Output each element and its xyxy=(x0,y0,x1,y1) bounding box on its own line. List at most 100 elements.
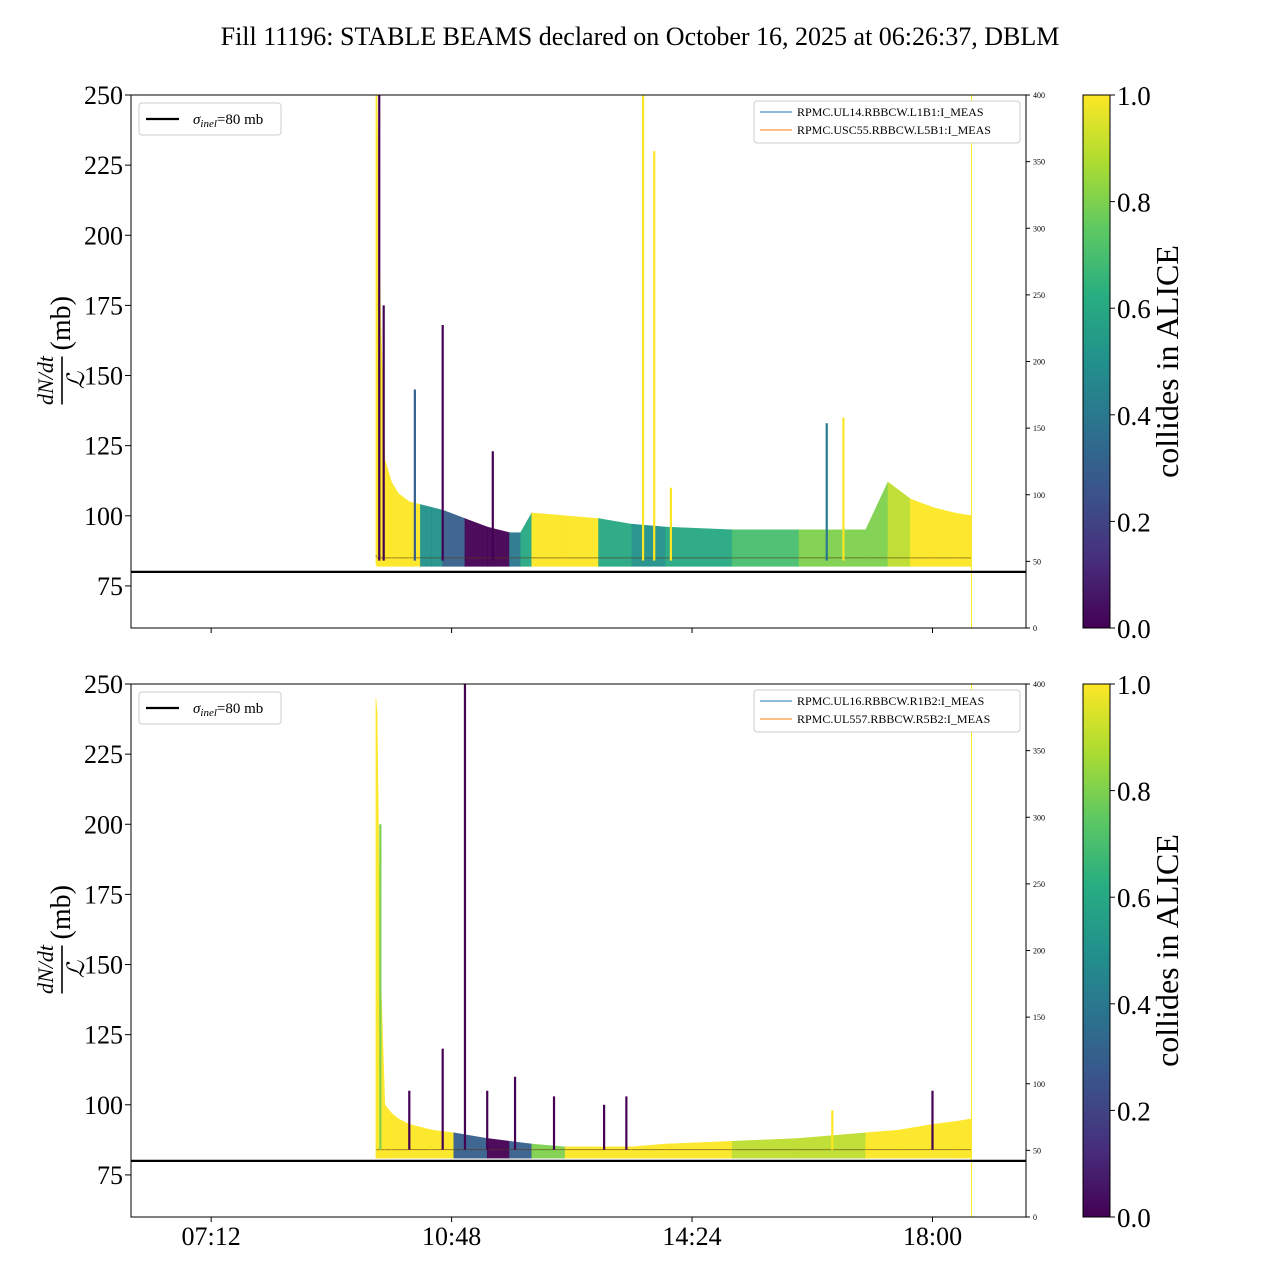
legend-reference: σinel=80 mb xyxy=(138,102,282,136)
legend-series-name: RPMC.UL557.RBBCW.R5B2:I_MEAS xyxy=(797,712,990,726)
colorbar-tick-label: 0.6 xyxy=(1117,883,1151,913)
colorbar-label: collides in ALICE xyxy=(1149,834,1185,1067)
band-segment xyxy=(384,459,392,567)
x-tick-label: 18:00 xyxy=(903,1222,962,1251)
data-band xyxy=(375,95,972,567)
colorbar-tick-label: 0.2 xyxy=(1117,1096,1151,1126)
y-axis-label: dN/dt ℒ (mb) xyxy=(33,296,90,405)
band-segment xyxy=(798,529,867,567)
band-segment xyxy=(391,1112,399,1159)
legend-label: σinel=80 mb xyxy=(193,112,263,130)
y-tick-label: 75 xyxy=(97,572,123,601)
plot-area xyxy=(131,95,1026,628)
band-segment xyxy=(509,532,521,567)
colorbar-label: collides in ALICE xyxy=(1149,245,1185,478)
legend-series-name: RPMC.UL14.RBBCW.L1B1:I_MEAS xyxy=(797,105,984,119)
y2-tick-label: 0 xyxy=(1033,1213,1037,1222)
legend-series-name: RPMC.USC55.RBBCW.L5B1:I_MEAS xyxy=(797,123,991,137)
y2-tick-label: 400 xyxy=(1033,91,1045,100)
colorbar-gradient xyxy=(1082,94,1111,629)
y-tick-label: 150 xyxy=(84,951,123,980)
y-label-unit: (mb) xyxy=(46,885,77,939)
y-label-denominator: ℒ xyxy=(64,960,90,978)
y-tick-label: 100 xyxy=(84,1091,123,1120)
legend-series: RPMC.UL14.RBBCW.L1B1:I_MEAS RPMC.USC55.RB… xyxy=(753,100,1021,144)
band-segment xyxy=(391,481,399,567)
y-tick-label: 175 xyxy=(84,291,123,320)
y-label-numerator: dN/dt xyxy=(33,944,58,994)
y-tick-label: 200 xyxy=(84,221,123,250)
band-segment xyxy=(954,1118,972,1159)
band-segment xyxy=(631,1143,666,1159)
legend-sigma-sub: inel xyxy=(200,707,217,719)
data-band xyxy=(375,698,972,1159)
band-segment xyxy=(420,504,432,567)
colorbar-tick-label: 0.8 xyxy=(1117,188,1151,218)
band-segment xyxy=(397,1118,410,1159)
y-tick-label: 225 xyxy=(84,151,123,180)
colorbar-tick-label: 1.0 xyxy=(1117,81,1151,111)
colorbar-gradient xyxy=(1082,683,1111,1218)
y2-tick-label: 350 xyxy=(1033,747,1045,756)
panel-top: 75 100 125 150 175 200 225 250 0 50 100 150 200 250 30… xyxy=(33,81,1185,644)
band-segment xyxy=(898,1124,933,1159)
band-segment xyxy=(887,481,911,567)
band-segment xyxy=(408,1124,432,1159)
x-tick-label: 10:48 xyxy=(422,1222,481,1251)
y-tick-label: 125 xyxy=(84,432,123,461)
legend-series-name: RPMC.UL16.RBBCW.R1B2:I_MEAS xyxy=(797,694,984,708)
legend-label: σinel=80 mb xyxy=(193,701,263,719)
legend-frame xyxy=(753,100,1021,144)
y2-tick-label: 200 xyxy=(1033,947,1045,956)
y-label-unit: (mb) xyxy=(46,296,77,350)
band-segment xyxy=(631,523,666,567)
band-segment xyxy=(486,1138,510,1159)
colorbar-tick-label: 0.4 xyxy=(1117,990,1151,1020)
y-axis-label: dN/dt ℒ (mb) xyxy=(33,885,90,994)
y2-tick-label: 250 xyxy=(1033,291,1045,300)
y-tick-label: 225 xyxy=(84,740,123,769)
figure-title: Fill 11196: STABLE BEAMS declared on Oct… xyxy=(221,22,1060,51)
y-tick-label: 125 xyxy=(84,1021,123,1050)
legend-frame xyxy=(138,691,282,725)
legend-sigma: σ xyxy=(193,701,201,717)
y2-tick-label: 200 xyxy=(1033,358,1045,367)
plot-area xyxy=(131,684,1026,1217)
colorbar-tick-label: 0.6 xyxy=(1117,294,1151,324)
legend-series: RPMC.UL16.RBBCW.R1B2:I_MEAS RPMC.UL557.RB… xyxy=(753,689,1021,733)
y-tick-label: 250 xyxy=(84,670,123,699)
panel-bottom: 75 100 125 150 175 200 225 250 0 50 100 150 200 250 30… xyxy=(33,670,1185,1251)
band-segment xyxy=(865,1129,900,1159)
band-segment xyxy=(453,1132,488,1159)
colorbar-tick-label: 0.8 xyxy=(1117,777,1151,807)
colorbar-tick-label: 0.0 xyxy=(1117,1203,1151,1233)
x-tick-label: 14:24 xyxy=(662,1222,721,1251)
y2-tick-label: 400 xyxy=(1033,680,1045,689)
band-segment xyxy=(486,526,510,567)
y2-tick-label: 350 xyxy=(1033,158,1045,167)
colorbar-tick-label: 0.0 xyxy=(1117,614,1151,644)
band-segment xyxy=(564,1146,599,1159)
x-tick-label: 07:12 xyxy=(182,1222,241,1251)
band-segment xyxy=(932,1121,956,1159)
y2-tick-label: 250 xyxy=(1033,880,1045,889)
band-segment xyxy=(731,1138,800,1159)
band-segment xyxy=(564,515,599,567)
legend-sigma: σ xyxy=(193,112,201,128)
band-segment xyxy=(397,492,410,567)
legend-frame xyxy=(753,689,1021,733)
colorbar: 0.0 0.2 0.4 0.6 0.8 1.0 collides in ALICE xyxy=(1082,670,1185,1233)
y-tick-label: 150 xyxy=(84,362,123,391)
band-segment xyxy=(909,498,933,567)
y2-tick-label: 100 xyxy=(1033,491,1045,500)
legend-sigma-sub: inel xyxy=(200,118,217,130)
y2-tick-label: 50 xyxy=(1033,557,1041,566)
y-tick-label: 250 xyxy=(84,81,123,110)
legend-value: =80 mb xyxy=(217,701,263,717)
y-label-numerator: dN/dt xyxy=(33,355,58,405)
y2-tick-label: 0 xyxy=(1033,624,1037,633)
y-tick-label: 75 xyxy=(97,1161,123,1190)
band-segment xyxy=(865,481,889,567)
colorbar-tick-label: 0.2 xyxy=(1117,507,1151,537)
